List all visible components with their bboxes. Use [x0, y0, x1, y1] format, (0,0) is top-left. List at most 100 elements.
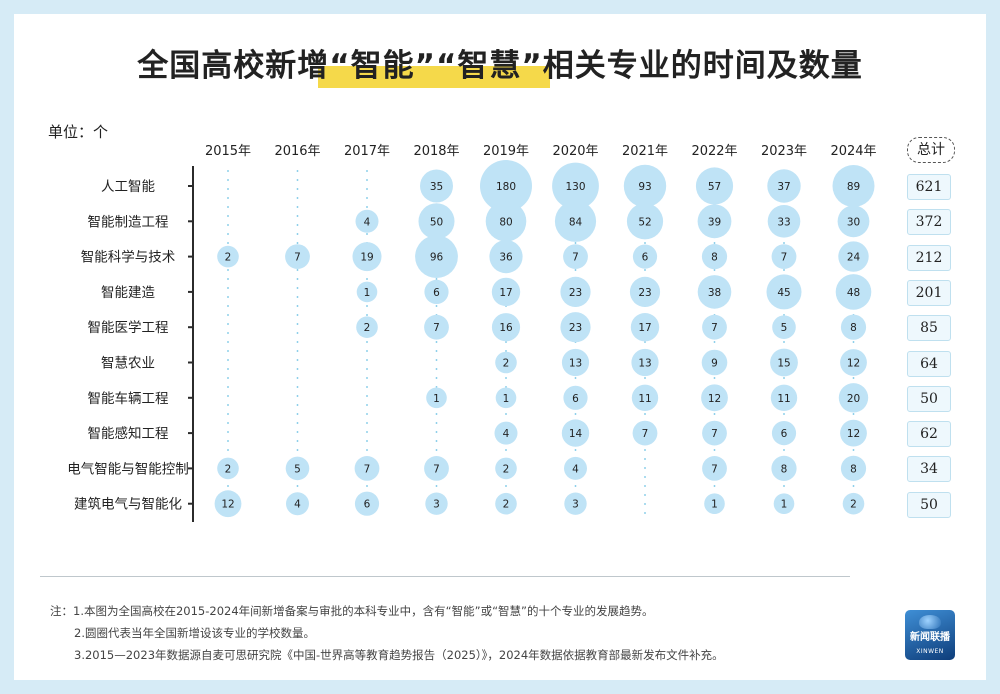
bubble — [701, 349, 728, 376]
bubble-value: 3 — [572, 499, 579, 511]
bubble — [773, 493, 795, 514]
bubble — [285, 456, 310, 481]
row-label: 智能感知工程 — [88, 425, 169, 442]
bubble — [835, 274, 872, 310]
bubble — [424, 456, 449, 481]
bubble — [554, 200, 597, 242]
bubble — [842, 492, 865, 515]
bubble — [415, 235, 458, 278]
bubble-value: 4 — [294, 499, 301, 511]
bubble — [837, 205, 870, 238]
bubble — [702, 420, 727, 446]
bubble-value: 12 — [708, 393, 721, 405]
bubble-value: 11 — [777, 393, 790, 405]
year-label: 2019年 — [483, 144, 529, 159]
bubble — [420, 169, 453, 203]
bubble-value: 7 — [364, 463, 371, 475]
row-label: 智能车辆工程 — [88, 390, 169, 407]
bubble-value: 20 — [847, 393, 860, 405]
bubble-value: 8 — [850, 322, 857, 334]
bubble-value: 1 — [503, 393, 510, 405]
bubble — [767, 169, 801, 203]
bubble-value: 38 — [708, 287, 721, 299]
page-title: 全国高校新增“智能”“智慧”相关专业的时间及数量 — [137, 48, 863, 84]
bubble — [564, 492, 587, 515]
bubble — [552, 162, 599, 210]
bubble — [697, 275, 732, 309]
row-label: 建筑电气与智能化 — [74, 497, 182, 513]
row-axis-line — [192, 166, 194, 522]
bubble-value: 50 — [430, 216, 443, 228]
unit-label: 单位：个 — [48, 123, 109, 141]
bubble — [561, 419, 590, 447]
bubble-value: 7 — [711, 428, 718, 440]
bubble-value: 57 — [708, 181, 721, 193]
bubble — [563, 244, 588, 269]
xinwen-lianbo-logo: 新闻联播 XINWEN LIANBO — [905, 610, 955, 669]
bubble-value: 96 — [430, 252, 444, 264]
bubble-value: 16 — [499, 322, 513, 334]
bubble — [480, 160, 532, 212]
bubble-value: 37 — [777, 181, 790, 193]
bubble-value: 7 — [433, 463, 440, 475]
bubble-value: 2 — [850, 499, 857, 511]
title-highlight — [318, 66, 550, 88]
bubble — [424, 314, 449, 340]
bubble-value: 4 — [572, 463, 579, 475]
bubble-value: 11 — [638, 393, 651, 405]
bubble — [701, 244, 728, 270]
bubble — [840, 314, 867, 340]
bubble — [838, 383, 869, 413]
bubble — [495, 387, 517, 409]
bubble-value: 15 — [777, 358, 790, 370]
year-label: 2015年 — [205, 144, 251, 159]
bubble-value: 33 — [777, 216, 790, 228]
bubble — [285, 244, 310, 269]
bubble-value: 36 — [499, 252, 513, 264]
bubble-value: 19 — [360, 252, 373, 264]
bubble — [623, 164, 667, 208]
bubble — [485, 201, 527, 242]
bubble — [695, 167, 734, 205]
bubble-value: 24 — [847, 252, 861, 264]
bubble-value: 17 — [499, 287, 512, 299]
bubble-value: 80 — [499, 216, 512, 228]
bubble-value: 7 — [711, 463, 718, 475]
year-label: 2020年 — [552, 144, 598, 159]
bubble — [770, 384, 798, 411]
year-label: 2021年 — [622, 144, 668, 159]
bubble — [217, 457, 239, 480]
note-3: 3.2015—2023年数据源自麦可思研究院《中国-世界高等教育趋势报告（202… — [74, 648, 724, 662]
bubble — [560, 276, 591, 307]
bubble-value: 13 — [569, 358, 582, 370]
bubble — [771, 421, 797, 446]
row-label: 智能制造工程 — [88, 214, 169, 230]
title-wrap: 全国高校新增“智能”“智慧”相关专业的时间及数量 — [0, 40, 1000, 85]
total-value: 212 — [907, 244, 951, 271]
bubble — [494, 421, 518, 445]
total-header: 总计 — [907, 137, 955, 163]
bubble — [495, 492, 517, 515]
bubble-value: 5 — [294, 463, 301, 475]
bubble — [771, 455, 797, 481]
footer-divider — [40, 576, 850, 577]
row-label: 智能科学与技术 — [81, 250, 176, 266]
total-value: 50 — [907, 491, 951, 518]
bubble — [632, 420, 658, 446]
bubble-value: 12 — [847, 428, 860, 440]
bubble-value: 35 — [430, 181, 443, 193]
row-label: 智能医学工程 — [88, 320, 169, 336]
bubble-value: 12 — [847, 358, 860, 370]
bubble — [840, 419, 867, 447]
row-label: 人工智能 — [101, 179, 155, 195]
bubble — [354, 491, 380, 516]
bubble — [632, 244, 658, 269]
bubble — [354, 456, 380, 481]
total-value: 50 — [907, 385, 951, 412]
bubble-value: 30 — [847, 216, 860, 228]
bubble-value: 14 — [569, 428, 583, 440]
row-label: 智能建造 — [101, 285, 155, 301]
bubble-value: 9 — [711, 358, 718, 370]
bubble-value: 6 — [572, 393, 579, 405]
bubble — [425, 492, 448, 515]
